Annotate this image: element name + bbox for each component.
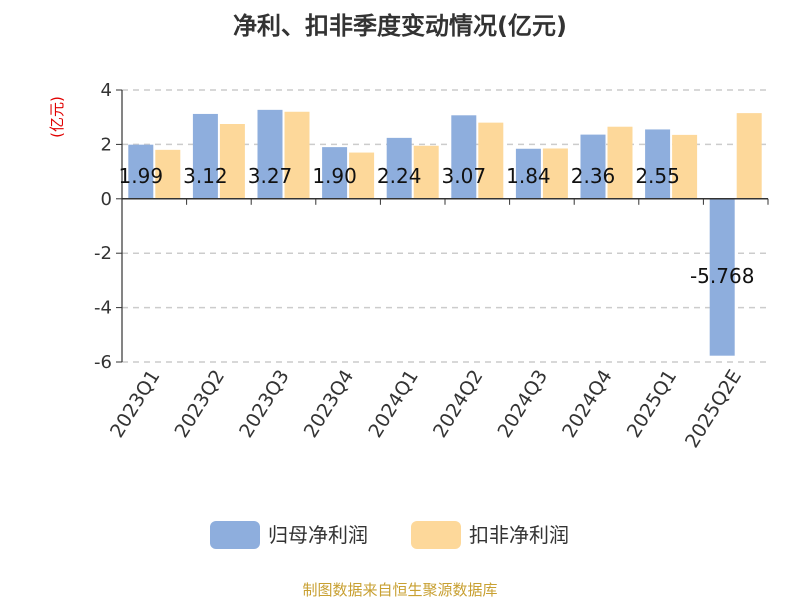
bar-series2[interactable] (542, 148, 568, 199)
data-source-note: 制图数据来自恒生聚源数据库 (302, 581, 497, 599)
bars (128, 109, 762, 356)
x-tick-label: 2024Q1 (364, 366, 423, 442)
y-tick-label: 0 (101, 189, 112, 210)
bar-series2[interactable] (219, 124, 245, 199)
legend-swatch (411, 521, 461, 549)
x-tick-label: 2023Q2 (171, 366, 230, 442)
bar-series1[interactable] (322, 147, 348, 199)
bar-series1[interactable] (128, 144, 154, 199)
grid-lines (122, 89, 768, 363)
data-label: 2.24 (377, 164, 422, 188)
data-label: 1.99 (119, 164, 164, 188)
x-tick-label: 2025Q1 (623, 366, 682, 442)
bar-series1[interactable] (192, 113, 218, 199)
y-axis-unit-label: (亿元) (48, 96, 66, 138)
bar-series1[interactable] (451, 115, 477, 199)
x-tick-label: 2024Q4 (558, 366, 617, 442)
x-tick-label: 2024Q3 (494, 366, 553, 442)
legend-label: 归母净利润 (268, 523, 368, 547)
data-label: 3.12 (183, 164, 228, 188)
bar-series1[interactable] (645, 129, 671, 199)
y-tick-label: 2 (101, 134, 112, 155)
chart-title: 净利、扣非季度变动情况(亿元) (233, 12, 567, 40)
data-label: -5.768 (690, 264, 754, 288)
data-label: 3.07 (442, 164, 487, 188)
bar-series2[interactable] (155, 149, 181, 199)
bar-series2[interactable] (672, 134, 698, 199)
bar-series1[interactable] (709, 198, 735, 356)
y-tick-label: -2 (94, 243, 112, 264)
x-tick-label: 2025Q2E (681, 366, 746, 452)
bar-series2[interactable] (736, 113, 762, 199)
bar-series1[interactable] (515, 148, 541, 199)
data-label: 1.90 (312, 164, 357, 188)
bar-series2[interactable] (607, 126, 633, 199)
x-tick-label: 2023Q3 (235, 366, 294, 442)
bar-series2[interactable] (413, 145, 439, 199)
x-tick-label: 2023Q1 (106, 366, 165, 442)
x-tick-label: 2023Q4 (300, 366, 359, 442)
y-tick-label: 4 (101, 80, 112, 101)
data-label: 1.84 (506, 164, 551, 188)
legend[interactable]: 归母净利润 扣非净利润 (210, 521, 569, 549)
data-labels: 1.99 3.12 3.27 1.90 2.24 3.07 1.84 2.36 2.55 -5.7… (119, 164, 755, 288)
bar-series2[interactable] (478, 122, 504, 199)
data-label: 3.27 (248, 164, 293, 188)
bar-series1[interactable] (386, 137, 412, 199)
y-tick-label: -6 (94, 352, 112, 373)
x-tick-label: 2024Q2 (429, 366, 488, 442)
bar-series1[interactable] (580, 134, 606, 199)
legend-label: 扣非净利润 (469, 523, 569, 547)
data-label: 2.55 (635, 164, 680, 188)
bar-series1[interactable] (257, 109, 283, 199)
data-label: 2.36 (571, 164, 616, 188)
legend-swatch (210, 521, 260, 549)
legend-item-series1[interactable]: 归母净利润 (210, 521, 368, 549)
bar-series2[interactable] (284, 111, 310, 199)
legend-item-series2[interactable]: 扣非净利润 (411, 521, 569, 549)
bar-series2[interactable] (349, 152, 375, 199)
y-tick-label: -4 (94, 298, 112, 319)
